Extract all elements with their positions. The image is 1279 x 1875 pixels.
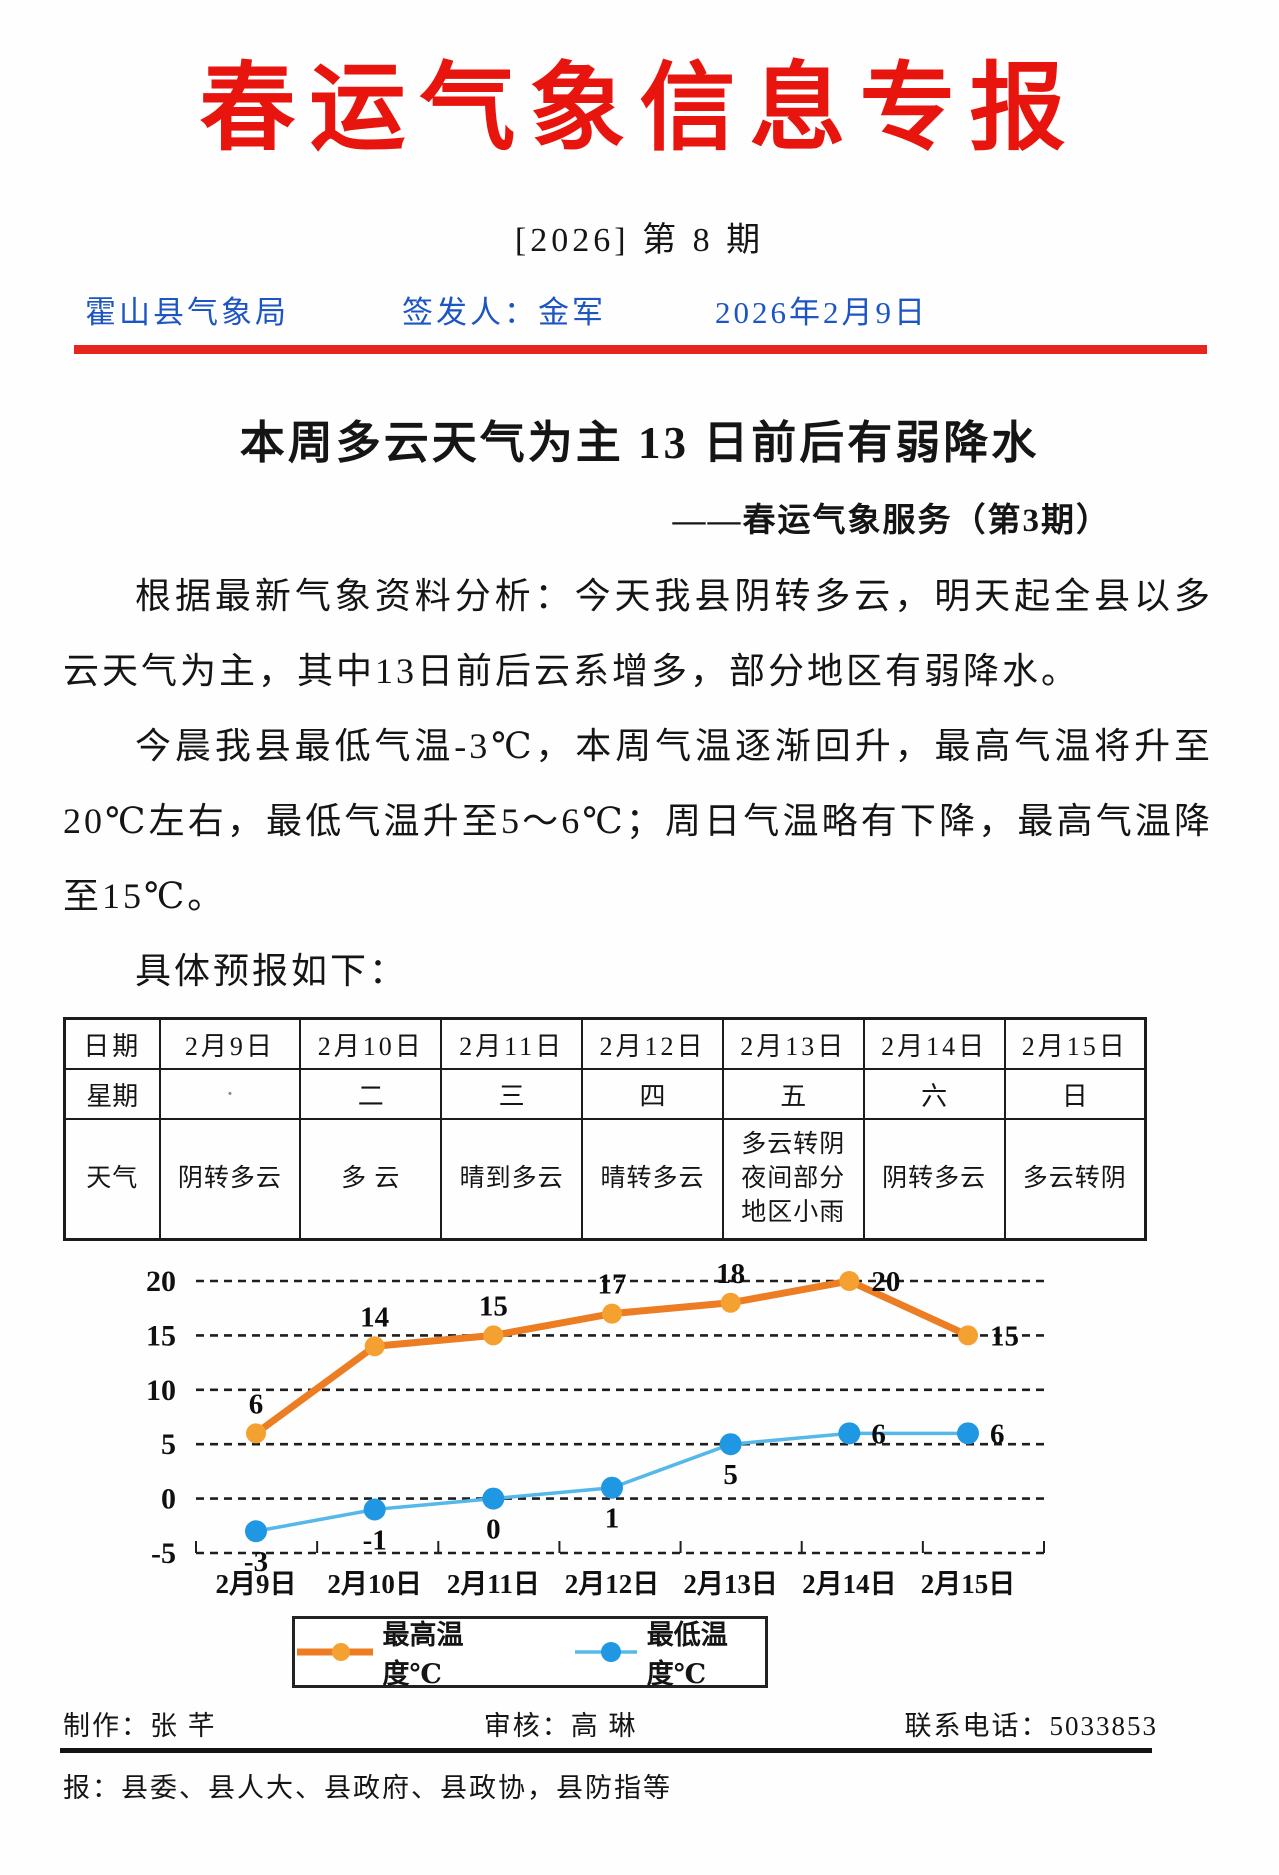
data-point-marker <box>483 1325 504 1346</box>
body-text: 根据最新气象资料分析：今天我县阴转多云，明天起全县以多云天气为主，其中13日前后… <box>63 559 1213 1009</box>
x-tick-label: 2月11日 <box>447 1569 540 1599</box>
chart-legend: 最高温度℃ 最低温度℃ <box>292 1613 768 1691</box>
date-cell: 2月15日 <box>1003 1017 1147 1071</box>
min-temp-line-icon <box>574 1642 637 1663</box>
weather-cell: 阴转多云 <box>862 1118 1006 1241</box>
max-temp-line-icon <box>297 1643 373 1662</box>
weather-cell: 多 云 <box>299 1118 443 1241</box>
phone: 联系电话：5033853 <box>904 1711 1158 1741</box>
maker: 制作：张 芊 <box>63 1711 217 1741</box>
y-tick-label: 10 <box>146 1374 176 1407</box>
weather-cell: 多云转阴 <box>1003 1118 1147 1241</box>
weekday-cell: · <box>158 1068 302 1121</box>
data-label: 18 <box>716 1258 745 1290</box>
paragraph-1: 根据最新气象资料分析：今天我县阴转多云，明天起全县以多云天气为主，其中13日前后… <box>63 576 1213 692</box>
weekday-cell: 六 <box>862 1068 1006 1121</box>
data-label: 15 <box>990 1321 1019 1353</box>
weekday-cell: 二 <box>299 1068 443 1121</box>
weekday-cell: 五 <box>721 1068 865 1121</box>
weather-cell: 晴转多云 <box>581 1118 724 1241</box>
data-label: 17 <box>598 1269 627 1301</box>
weekday-cell: 四 <box>581 1068 724 1121</box>
data-point-marker <box>838 1422 861 1445</box>
footer: 制作：张 芊 审核：高 琳 联系电话：5033853 <box>63 1704 1158 1743</box>
data-label: 6 <box>990 1419 1005 1451</box>
headline: 本周多云天气为主 13 日前后有弱降水 <box>239 418 1040 469</box>
y-tick-label: 0 <box>161 1483 176 1516</box>
data-point-marker <box>363 1498 386 1521</box>
chart-section: 20 15 10 5 0 -5 2月9日 2月10日 2月11日 2月12日 2月13日 2月14日 2… <box>0 1255 1279 1691</box>
date-cell: 2月13日 <box>721 1017 865 1071</box>
legend-item-max: 最高温度℃ <box>295 1613 501 1691</box>
data-label: -3 <box>244 1547 268 1579</box>
agency-name: 霍山县气象局 <box>85 295 289 331</box>
data-label: 15 <box>479 1291 508 1323</box>
forecast-table: 日期 2月9日 2月10日 2月11日 2月12日 2月13日 2月14日 2月… <box>63 1017 1147 1242</box>
table-row-weekday: 星期 · 二 三 四 五 六 日 <box>63 1068 1147 1121</box>
y-tick-label: 20 <box>146 1265 176 1298</box>
data-point-marker <box>364 1336 385 1357</box>
paragraph-3: 具体预报如下： <box>135 951 409 992</box>
reviewer: 审核：高 琳 <box>483 1711 638 1741</box>
y-tick-label: 5 <box>161 1429 176 1462</box>
data-point-marker <box>957 1422 979 1445</box>
y-tick-label: 15 <box>146 1320 176 1353</box>
x-tick-label: 2月10日 <box>327 1569 422 1599</box>
legend-item-min: 最低温度℃ <box>573 1613 765 1691</box>
data-point-marker <box>602 1304 622 1325</box>
date-cell: 2月14日 <box>862 1017 1006 1071</box>
table-row-date: 日期 2月9日 2月10日 2月11日 2月12日 2月13日 2月14日 2月… <box>63 1017 1147 1071</box>
issuer: 签发人：金军 <box>402 295 606 331</box>
x-tick-label: 2月13日 <box>683 1569 778 1599</box>
data-point-marker <box>719 1433 742 1456</box>
legend-label-max: 最高温度℃ <box>382 1620 464 1690</box>
doc-title: 春运气象信息专报 <box>199 55 1080 162</box>
x-tick-label: 2月12日 <box>565 1569 660 1599</box>
weekday-cell: 三 <box>440 1068 584 1121</box>
x-tick-label: 2月15日 <box>921 1569 1016 1599</box>
issue-date: 2026年2月9日 <box>715 295 928 331</box>
date-cell: 2月11日 <box>440 1017 584 1071</box>
x-tick-label: 2月14日 <box>802 1569 897 1599</box>
row-label-weather: 天气 <box>63 1118 161 1241</box>
data-point-marker <box>720 1293 741 1314</box>
data-label: 14 <box>360 1302 389 1334</box>
red-rule <box>74 345 1207 355</box>
data-label: 6 <box>871 1419 886 1451</box>
data-label: 20 <box>871 1266 900 1298</box>
data-label: -1 <box>363 1525 387 1557</box>
row-label-date: 日期 <box>63 1017 161 1071</box>
y-tick-label: -5 <box>151 1537 176 1570</box>
weekday-cell: 日 <box>1003 1068 1147 1121</box>
date-cell: 2月10日 <box>299 1017 443 1071</box>
data-point-marker <box>245 1520 267 1543</box>
data-label: 5 <box>723 1460 738 1492</box>
data-label: 6 <box>249 1389 264 1421</box>
data-label: 1 <box>605 1503 620 1535</box>
distribution-line: 报：县委、县人大、县政府、县政协，县防指等 <box>63 1773 672 1803</box>
meta-row: 霍山县气象局 签发人：金军 2026年2月9日 <box>0 287 1279 333</box>
x-tick-label: 2月9日 <box>216 1569 297 1599</box>
paragraph-2: 今晨我县最低气温-3℃，本周气温逐渐回升，最高气温将升至20℃左右，最低气温升至… <box>63 726 1213 917</box>
weather-cell: 晴到多云 <box>440 1118 584 1241</box>
data-point-marker <box>601 1477 623 1500</box>
weather-cell: 阴转多云 <box>158 1118 302 1241</box>
data-point-marker <box>839 1271 860 1292</box>
date-cell: 2月9日 <box>158 1017 302 1071</box>
weather-cell: 多云转阴 夜间部分 地区小雨 <box>721 1118 865 1241</box>
data-point-marker <box>482 1487 505 1510</box>
row-label-weekday: 星期 <box>63 1068 161 1121</box>
data-point-marker <box>246 1423 266 1444</box>
data-label: 0 <box>486 1514 501 1546</box>
legend-label-min: 最低温度℃ <box>646 1620 728 1690</box>
data-point-marker <box>958 1325 978 1346</box>
footer-rule <box>60 1748 1152 1753</box>
subtitle: ——春运气象服务（第3期） <box>672 503 1111 540</box>
date-cell: 2月12日 <box>581 1017 724 1071</box>
table-row-weather: 天气 阴转多云 多 云 晴到多云 晴转多云 多云转阴 夜间部分 地区小雨 阴转多… <box>63 1118 1147 1241</box>
issue-number: [2026] 第 8 期 <box>514 222 765 260</box>
